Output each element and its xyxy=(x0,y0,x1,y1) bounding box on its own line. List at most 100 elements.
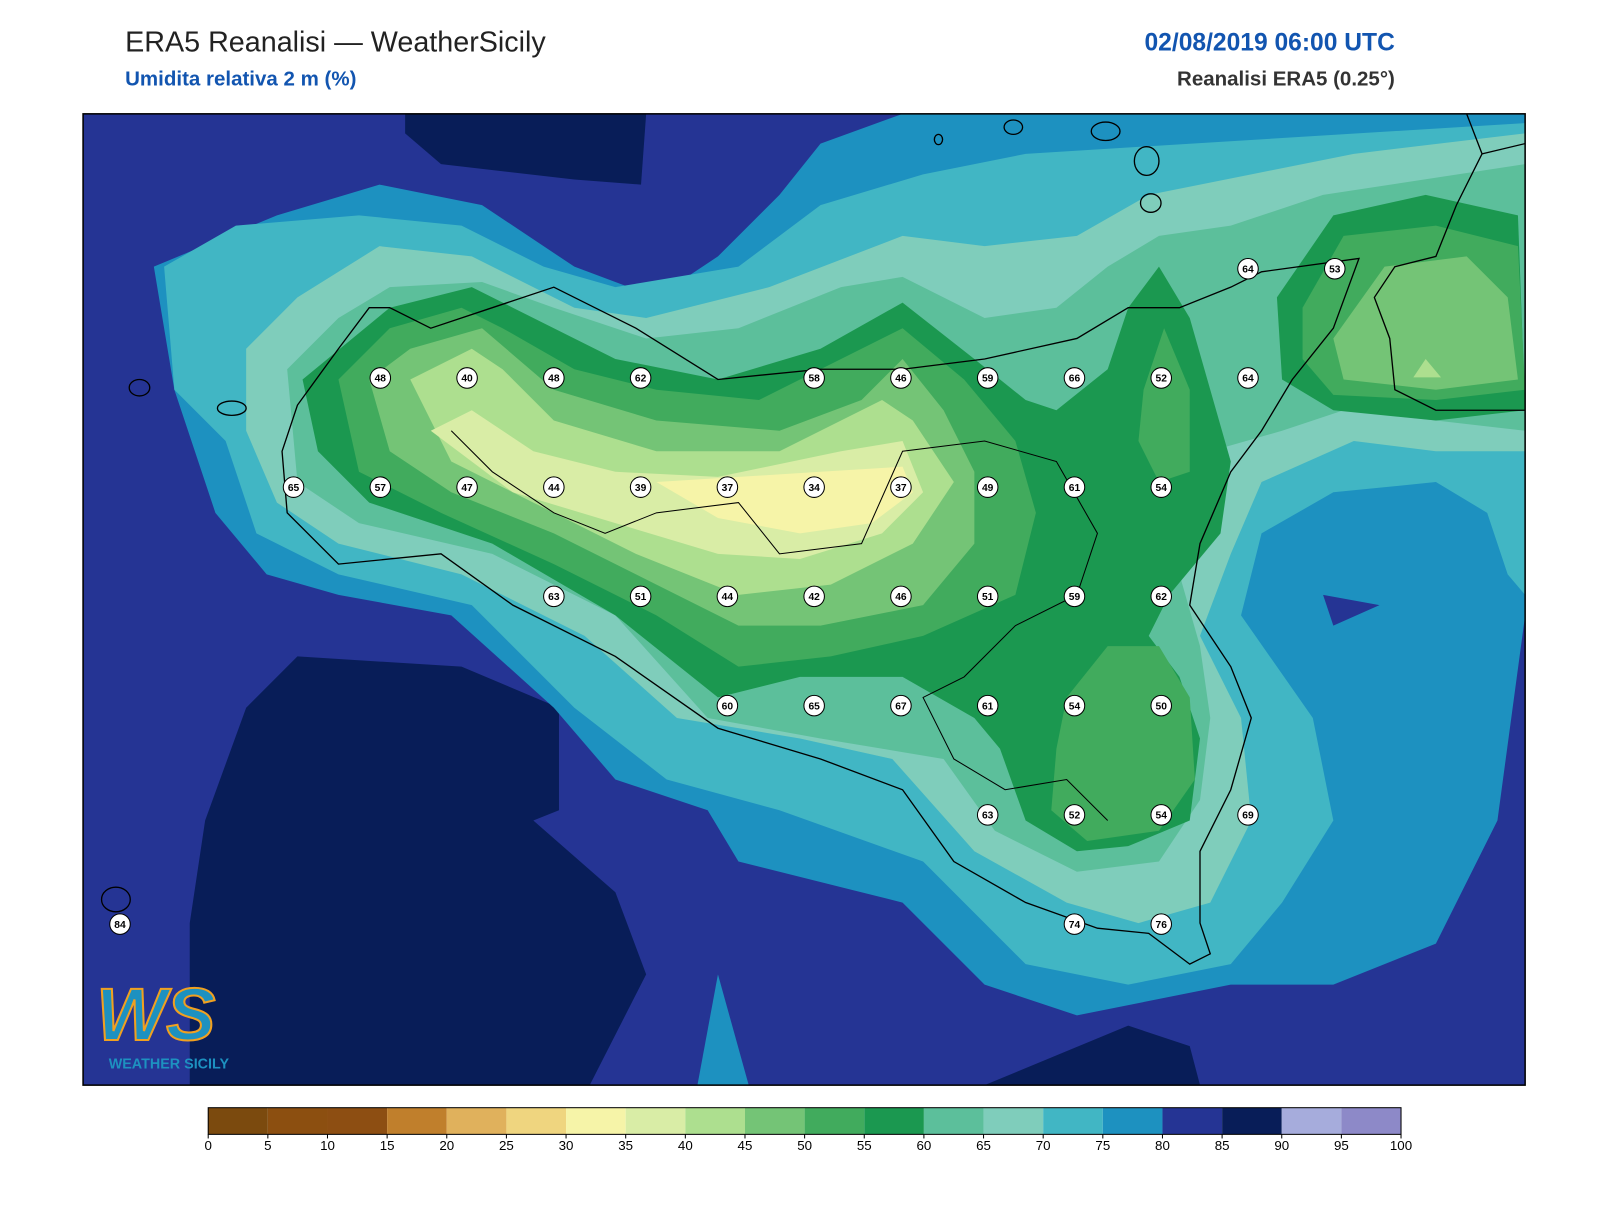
coastline xyxy=(1481,142,1526,155)
station-marker xyxy=(1237,367,1259,389)
station-value: 61 xyxy=(1069,483,1081,494)
station-value: 54 xyxy=(1069,701,1081,712)
station-marker xyxy=(1063,585,1086,608)
station-marker xyxy=(890,476,912,498)
island xyxy=(100,886,131,913)
colorbar-tick-label: 45 xyxy=(738,1138,753,1153)
station-marker xyxy=(1150,476,1172,498)
station-marker xyxy=(456,476,478,498)
station-value: 64 xyxy=(1242,264,1254,275)
contour-band xyxy=(984,1025,1200,1086)
station-value: 52 xyxy=(1156,374,1168,385)
station-marker xyxy=(976,367,999,389)
map-area: 64 53 48 40 48 62 58 46 59 66 52 64 65 57 47 44 39 37 34 37… xyxy=(83,113,1526,1086)
station-value: 54 xyxy=(1156,811,1168,822)
island xyxy=(128,378,151,397)
station-value: 74 xyxy=(1069,920,1081,931)
station-value: 48 xyxy=(548,374,560,385)
colorbar-tick-label: 10 xyxy=(320,1138,335,1153)
station-value: 46 xyxy=(895,592,907,603)
station-value: 60 xyxy=(722,701,734,712)
colorbar-swatch xyxy=(1043,1107,1103,1135)
station-marker xyxy=(1150,694,1172,717)
station-marker xyxy=(1324,257,1346,280)
station-value: 61 xyxy=(982,701,994,712)
station-marker xyxy=(543,585,565,608)
station-value: 47 xyxy=(461,483,473,494)
colorbar-tick-label: 100 xyxy=(1390,1138,1412,1153)
station-marker xyxy=(890,367,912,389)
station-marker xyxy=(716,476,739,498)
contour-band xyxy=(697,974,749,1086)
station-value: 44 xyxy=(548,483,560,494)
colorbar-swatch xyxy=(1102,1107,1163,1135)
station-marker xyxy=(1063,367,1086,389)
station-value: 34 xyxy=(808,483,820,494)
station-value: 54 xyxy=(1156,483,1168,494)
colorbar-tick-label: 60 xyxy=(916,1138,931,1153)
station-marker xyxy=(629,476,652,498)
station-value: 40 xyxy=(461,374,473,385)
station-marker xyxy=(976,694,999,717)
colorbar-tick-label: 95 xyxy=(1334,1138,1349,1153)
colorbar-tick-label: 75 xyxy=(1095,1138,1110,1153)
station-marker xyxy=(629,367,652,389)
station-marker xyxy=(543,476,565,498)
colorbar-tick-label: 30 xyxy=(559,1138,574,1153)
colorbar-swatch xyxy=(625,1107,686,1135)
station-value: 65 xyxy=(808,701,820,712)
colorbar-swatch xyxy=(685,1107,745,1135)
station-marker xyxy=(716,694,739,717)
contour-band xyxy=(1413,358,1442,378)
colorbar-swatch xyxy=(983,1107,1044,1135)
station-marker xyxy=(803,585,825,608)
colorbar-swatch xyxy=(566,1107,626,1135)
colorbar-tick-label: 15 xyxy=(380,1138,395,1153)
colorbar-tick-label: 70 xyxy=(1036,1138,1051,1153)
station-value: 63 xyxy=(548,592,560,603)
island xyxy=(1139,193,1162,213)
logo-text: WEATHER SICILY xyxy=(109,1056,230,1072)
station-marker xyxy=(1063,694,1086,717)
colorbar-tick-label: 40 xyxy=(678,1138,693,1153)
island xyxy=(1133,146,1160,177)
contour-band xyxy=(405,113,647,185)
station-marker xyxy=(976,585,999,608)
island xyxy=(1090,121,1121,142)
colorbar-swatch xyxy=(923,1107,984,1135)
station-value: 76 xyxy=(1156,920,1168,931)
station-marker xyxy=(976,804,999,826)
colorbar-swatch xyxy=(267,1107,328,1135)
colorbar: 0 5 10 15 20 25 30 35 40 45 50 55 60 65 70 75 80 85 90 95 10… xyxy=(204,1107,1412,1153)
station-marker xyxy=(1150,804,1172,826)
station-marker xyxy=(1237,804,1259,826)
colorbar-tick-label: 50 xyxy=(797,1138,812,1153)
station-marker xyxy=(369,367,392,389)
contour-band xyxy=(1051,646,1195,842)
colorbar-swatch xyxy=(1341,1107,1402,1135)
colorbar-tick-label: 0 xyxy=(204,1138,211,1153)
station-marker xyxy=(1237,257,1259,280)
station-marker xyxy=(890,694,912,717)
station-value: 37 xyxy=(895,483,907,494)
colorbar-tick-label: 90 xyxy=(1274,1138,1289,1153)
station-marker xyxy=(803,476,825,498)
logo-mark: WS xyxy=(96,973,215,1056)
colorbar-swatch xyxy=(387,1107,447,1135)
station-marker xyxy=(629,585,652,608)
station-value: 62 xyxy=(1156,592,1168,603)
island xyxy=(933,133,944,146)
station-value: 84 xyxy=(114,920,126,931)
station-value: 51 xyxy=(982,592,994,603)
station-value: 50 xyxy=(1156,701,1168,712)
colorbar-tick-label: 55 xyxy=(857,1138,872,1153)
station-value: 59 xyxy=(982,374,994,385)
station-marker xyxy=(543,367,565,389)
colorbar-swatch xyxy=(208,1107,268,1135)
station-marker xyxy=(1063,913,1086,935)
colorbar-swatch xyxy=(506,1107,567,1135)
province-border xyxy=(450,430,1109,821)
station-marker xyxy=(1150,913,1172,935)
station-value: 48 xyxy=(375,374,387,385)
